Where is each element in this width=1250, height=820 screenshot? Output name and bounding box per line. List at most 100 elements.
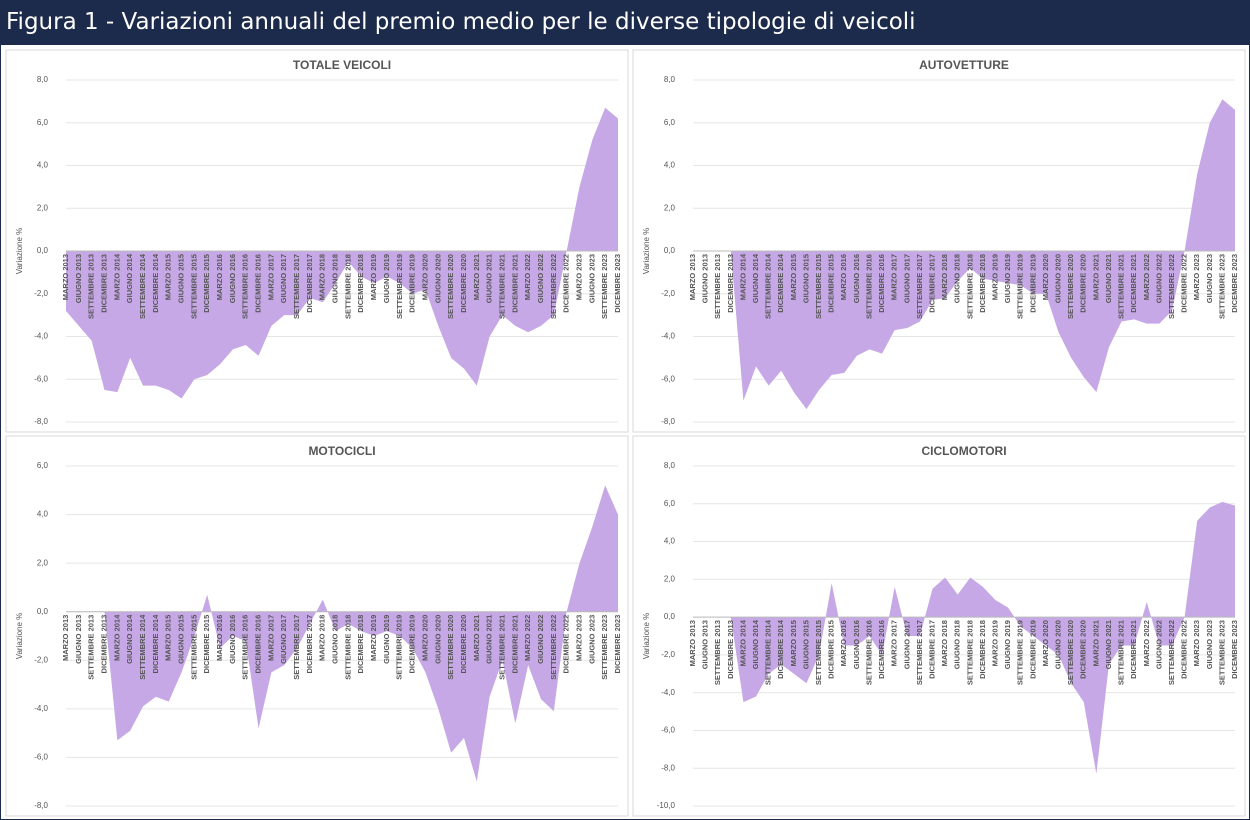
x-tick-label: GIUGNO 2013 bbox=[701, 254, 710, 303]
x-tick-label: MARZO 2018 bbox=[318, 254, 327, 300]
x-tick-label: SETTEMBRE 2018 bbox=[343, 615, 352, 680]
x-tick-label: DICEMBRE 2014 bbox=[776, 619, 785, 679]
x-tick-label: SETTEMBRE 2013 bbox=[87, 615, 96, 680]
x-tick-label: GIUGNO 2016 bbox=[228, 254, 237, 303]
x-tick-label: GIUGNO 2015 bbox=[801, 254, 810, 303]
x-tick-label: MARZO 2014 bbox=[112, 614, 121, 661]
x-tick-label: DICEMBRE 2016 bbox=[254, 615, 263, 674]
x-tick-label: DICEMBRE 2017 bbox=[927, 620, 936, 679]
x-tick-label: GIUGNO 2016 bbox=[852, 254, 861, 303]
y-tick-label: -6,0 bbox=[661, 726, 675, 735]
x-tick-label: MARZO 2023 bbox=[574, 254, 583, 300]
y-tick-label: 2,0 bbox=[664, 203, 676, 212]
x-tick-label: DICEMBRE 2019 bbox=[1028, 254, 1037, 313]
x-tick-label: GIUGNO 2015 bbox=[177, 254, 186, 303]
y-tick-label: -2,0 bbox=[661, 289, 675, 298]
x-tick-label: GIUGNO 2015 bbox=[177, 615, 186, 664]
x-tick-label: MARZO 2013 bbox=[688, 254, 697, 300]
y-tick-label: -4,0 bbox=[34, 704, 48, 713]
x-tick-label: DICEMBRE 2014 bbox=[776, 253, 785, 313]
y-tick-label: 4,0 bbox=[664, 537, 676, 546]
x-tick-label: MARZO 2021 bbox=[1091, 254, 1100, 300]
x-tick-label: GIUGNO 2014 bbox=[125, 253, 134, 303]
x-tick-label: DICEMBRE 2023 bbox=[613, 254, 622, 313]
x-tick-label: GIUGNO 2023 bbox=[1205, 620, 1214, 669]
x-tick-label: SETTEMBRE 2019 bbox=[1016, 620, 1025, 685]
x-tick-label: SETTEMBRE 2021 bbox=[497, 615, 506, 680]
x-tick-label: DICEMBRE 2014 bbox=[151, 253, 160, 313]
x-tick-label: SETTEMBRE 2022 bbox=[549, 615, 558, 680]
x-tick-label: DICEMBRE 2014 bbox=[151, 614, 160, 674]
x-tick-label: GIUGNO 2018 bbox=[953, 254, 962, 303]
x-tick-label: GIUGNO 2020 bbox=[433, 615, 442, 664]
y-tick-label: -6,0 bbox=[661, 374, 675, 383]
x-tick-label: DICEMBRE 2019 bbox=[408, 254, 417, 313]
y-tick-label: -10,0 bbox=[657, 801, 676, 810]
x-tick-label: MARZO 2018 bbox=[940, 620, 949, 666]
x-tick-label: DICEMBRE 2020 bbox=[459, 254, 468, 313]
x-tick-label: MARZO 2014 bbox=[738, 253, 747, 300]
y-tick-label: 2,0 bbox=[37, 203, 49, 212]
x-tick-label: SETTEMBRE 2023 bbox=[600, 254, 609, 319]
x-tick-label: SETTEMBRE 2015 bbox=[189, 615, 198, 680]
x-tick-label: GIUGNO 2023 bbox=[587, 615, 596, 664]
y-tick-label: -8,0 bbox=[661, 417, 675, 426]
x-tick-label: SETTEMBRE 2017 bbox=[915, 620, 924, 685]
x-tick-label: MARZO 2015 bbox=[164, 254, 173, 300]
figure-title: Figura 1 - Variazioni annuali del premio… bbox=[0, 0, 1250, 44]
x-tick-label: MARZO 2014 bbox=[112, 253, 121, 300]
x-tick-label: MARZO 2022 bbox=[523, 615, 532, 661]
x-tick-label: MARZO 2018 bbox=[318, 615, 327, 661]
x-tick-label: MARZO 2016 bbox=[215, 254, 224, 300]
x-tick-label: GIUGNO 2019 bbox=[382, 254, 391, 303]
chart-title: CICLOMOTORI bbox=[921, 444, 1006, 458]
x-tick-label: MARZO 2017 bbox=[890, 620, 899, 666]
x-tick-label: SETTEMBRE 2023 bbox=[1217, 254, 1226, 319]
x-tick-label: DICEMBRE 2017 bbox=[305, 254, 314, 313]
x-tick-label: SETTEMBRE 2023 bbox=[600, 615, 609, 680]
x-tick-label: SETTEMBRE 2016 bbox=[864, 254, 873, 319]
x-tick-label: SETTEMBRE 2013 bbox=[87, 254, 96, 319]
x-tick-label: DICEMBRE 2022 bbox=[1180, 620, 1189, 679]
x-tick-label: DICEMBRE 2013 bbox=[99, 615, 108, 674]
y-tick-label: -6,0 bbox=[34, 753, 48, 762]
x-tick-label: GIUGNO 2019 bbox=[1003, 620, 1012, 669]
x-tick-label: DICEMBRE 2018 bbox=[978, 620, 987, 679]
x-tick-label: DICEMBRE 2019 bbox=[1028, 620, 1037, 679]
x-tick-label: GIUGNO 2021 bbox=[1104, 254, 1113, 303]
x-tick-label: SETTEMBRE 2019 bbox=[1016, 254, 1025, 319]
x-tick-label: DICEMBRE 2015 bbox=[827, 254, 836, 313]
y-tick-label: -8,0 bbox=[661, 763, 675, 772]
x-tick-label: SETTEMBRE 2018 bbox=[343, 254, 352, 319]
x-tick-label: GIUGNO 2021 bbox=[485, 615, 494, 664]
x-tick-label: SETTEMBRE 2019 bbox=[395, 254, 404, 319]
x-tick-label: DICEMBRE 2015 bbox=[202, 615, 211, 674]
x-tick-label: SETTEMBRE 2013 bbox=[713, 254, 722, 319]
x-tick-label: SETTEMBRE 2014 bbox=[764, 619, 773, 685]
x-tick-label: DICEMBRE 2023 bbox=[613, 615, 622, 674]
x-tick-label: DICEMBRE 2021 bbox=[510, 254, 519, 313]
y-tick-label: 2,0 bbox=[37, 558, 49, 567]
x-tick-label: SETTEMBRE 2020 bbox=[1066, 254, 1075, 319]
x-tick-label: GIUGNO 2020 bbox=[433, 254, 442, 303]
y-tick-label: -2,0 bbox=[34, 655, 48, 664]
x-tick-label: MARZO 2016 bbox=[839, 254, 848, 300]
chart-title: AUTOVETTURE bbox=[919, 58, 1009, 72]
x-tick-label: GIUGNO 2017 bbox=[902, 254, 911, 303]
x-tick-label: DICEMBRE 2015 bbox=[827, 620, 836, 679]
chart-title: TOTALE VEICOLI bbox=[293, 58, 391, 72]
x-tick-label: DICEMBRE 2020 bbox=[1079, 620, 1088, 679]
y-tick-label: 0,0 bbox=[664, 246, 676, 255]
x-tick-label: GIUGNO 2016 bbox=[228, 615, 237, 664]
x-tick-label: GIUGNO 2022 bbox=[1154, 254, 1163, 303]
x-tick-label: MARZO 2015 bbox=[789, 620, 798, 666]
x-tick-label: GIUGNO 2018 bbox=[953, 620, 962, 669]
y-axis-label: Variazione % bbox=[642, 228, 651, 275]
x-tick-label: MARZO 2015 bbox=[789, 254, 798, 300]
x-tick-label: DICEMBRE 2013 bbox=[726, 254, 735, 313]
y-axis-label: Variazione % bbox=[15, 228, 24, 275]
x-tick-label: GIUGNO 2018 bbox=[331, 254, 340, 303]
x-tick-label: SETTEMBRE 2014 bbox=[138, 614, 147, 680]
x-tick-label: MARZO 2019 bbox=[369, 615, 378, 661]
